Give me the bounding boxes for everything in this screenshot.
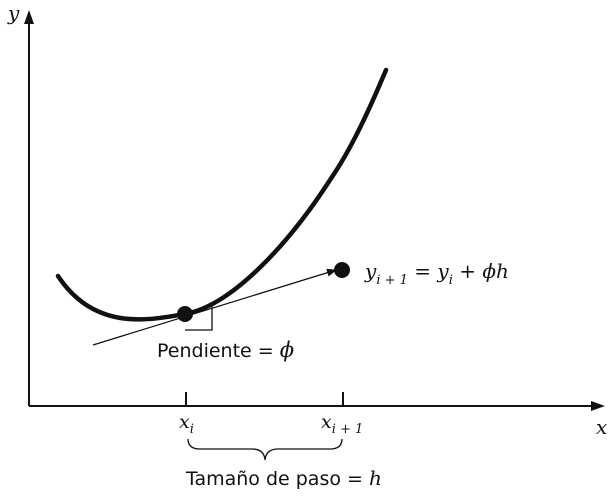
tick-label-xi1: xi + 1 xyxy=(321,411,363,437)
x-axis-arrow-icon xyxy=(591,401,605,411)
y-axis-arrow-icon xyxy=(24,10,34,24)
slope-label: Pendiente = ϕ xyxy=(157,338,294,362)
slope-arrow xyxy=(92,268,337,346)
tick-label-xi: xi xyxy=(179,411,194,437)
x-axis-label: x xyxy=(596,415,607,439)
y-axis-label: y xyxy=(7,1,20,25)
step-brace xyxy=(187,438,343,461)
euler-equation: yi + 1 = yi + ϕh xyxy=(364,259,509,288)
point-current xyxy=(177,306,193,322)
step-size-label: Tamaño de paso = h xyxy=(185,466,382,490)
point-predicted xyxy=(334,262,350,278)
function-curve xyxy=(55,67,389,322)
slope-triangle xyxy=(185,306,213,331)
